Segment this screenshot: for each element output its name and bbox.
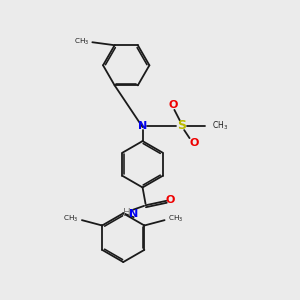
Text: N: N: [138, 121, 147, 130]
Text: O: O: [168, 100, 178, 110]
Text: CH$_3$: CH$_3$: [63, 214, 78, 224]
Text: O: O: [189, 139, 199, 148]
Text: CH$_3$: CH$_3$: [74, 37, 89, 47]
Text: O: O: [165, 195, 175, 205]
Text: N: N: [129, 209, 138, 219]
Text: CH$_3$: CH$_3$: [168, 214, 183, 224]
Text: S: S: [177, 119, 186, 132]
Text: CH$_3$: CH$_3$: [212, 119, 228, 132]
Text: H: H: [123, 208, 131, 218]
